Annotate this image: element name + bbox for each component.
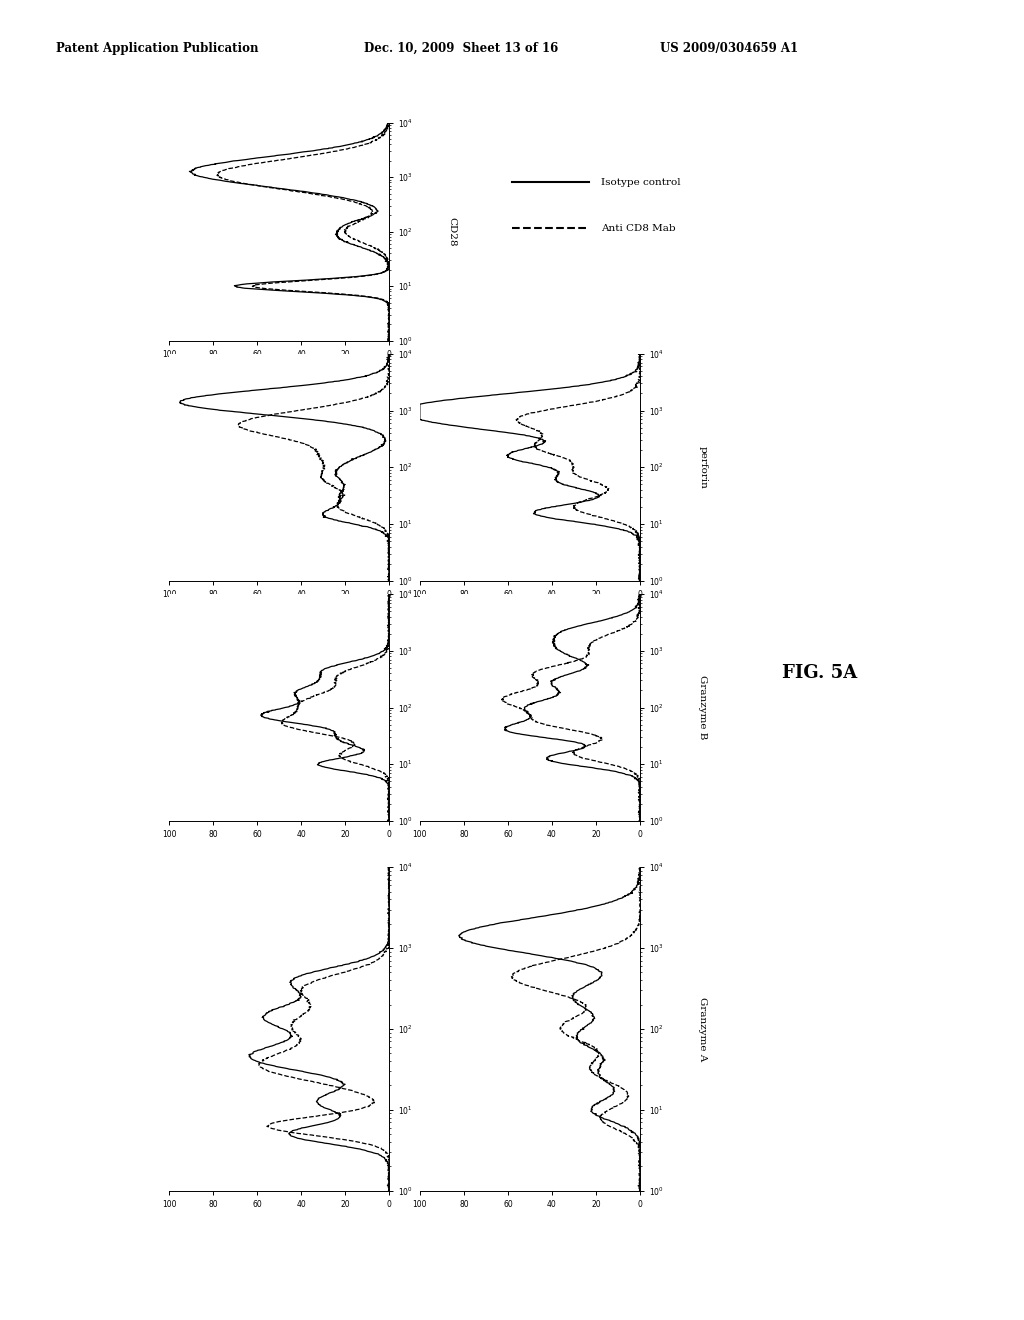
Y-axis label: Granzyme A: Granzyme A (698, 997, 708, 1061)
Y-axis label: perforin: perforin (698, 446, 708, 488)
Text: Patent Application Publication: Patent Application Publication (56, 42, 259, 55)
Y-axis label: Granzyme B: Granzyme B (698, 676, 708, 739)
Y-axis label: CD27: CD27 (447, 453, 457, 482)
Text: Dec. 10, 2009  Sheet 13 of 16: Dec. 10, 2009 Sheet 13 of 16 (364, 42, 558, 55)
Text: Isotype control: Isotype control (601, 178, 681, 186)
Y-axis label: ICOS: ICOS (447, 693, 457, 722)
Text: FIG. 5A: FIG. 5A (781, 664, 857, 682)
Text: US 2009/0304659 A1: US 2009/0304659 A1 (660, 42, 799, 55)
Y-axis label: CD25: CD25 (447, 1014, 457, 1044)
Text: Anti CD8 Mab: Anti CD8 Mab (601, 224, 676, 232)
Y-axis label: CD28: CD28 (447, 216, 457, 247)
